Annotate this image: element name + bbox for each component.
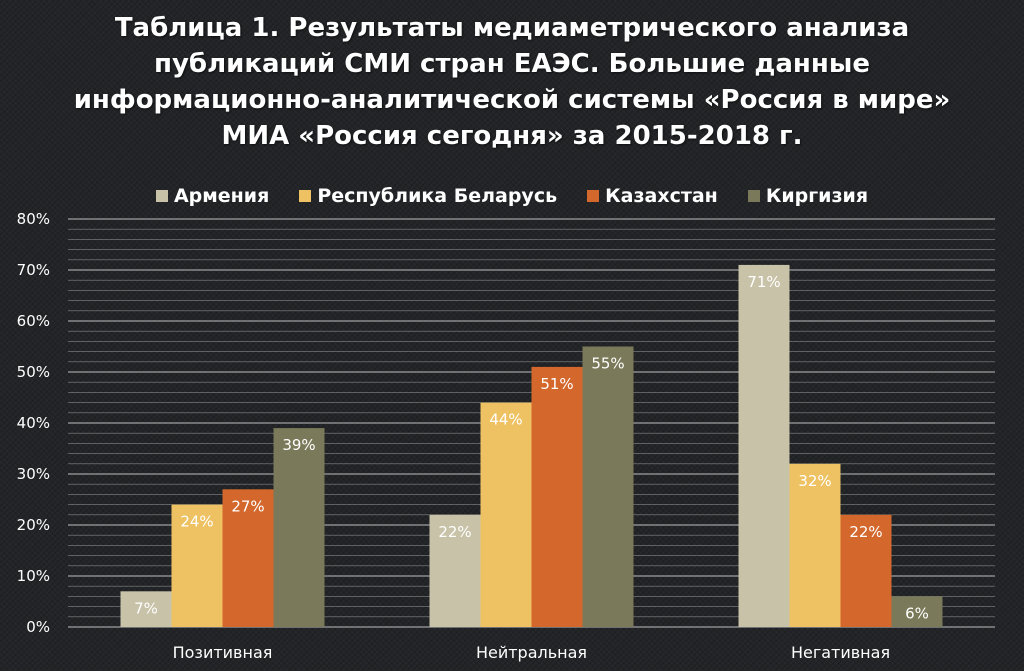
data-label: 51%: [540, 375, 573, 393]
bar: [429, 514, 481, 627]
bar: [738, 264, 790, 627]
y-tick-label: 40%: [17, 414, 50, 432]
y-tick-label: 0%: [26, 618, 50, 636]
bar: [480, 402, 532, 627]
legend-swatch-armenia: [155, 190, 168, 202]
legend-item-kazakhstan: Казахстан: [587, 185, 718, 207]
x-tick-label: Позитивная: [173, 643, 273, 662]
data-label: 7%: [134, 599, 158, 617]
data-label: 24%: [180, 513, 213, 531]
y-tick-label: 30%: [17, 465, 50, 483]
data-label: 22%: [438, 523, 471, 541]
data-label: 32%: [798, 472, 831, 490]
legend-swatch-belarus: [299, 190, 312, 202]
legend-label-kazakhstan: Казахстан: [605, 185, 718, 207]
x-tick-label: Негативная: [791, 643, 890, 662]
bar: [222, 489, 274, 627]
data-label: 22%: [849, 523, 882, 541]
legend-swatch-kyrgyzstan: [747, 190, 760, 202]
y-tick-label: 80%: [17, 210, 50, 228]
y-tick-label: 20%: [17, 516, 50, 534]
bar: [840, 514, 892, 627]
bar: [531, 366, 583, 627]
bar: [582, 346, 634, 627]
legend-swatch-kazakhstan: [587, 190, 600, 202]
data-label: 39%: [282, 436, 315, 454]
y-tick-label: 70%: [17, 261, 50, 279]
y-tick-label: 10%: [17, 567, 50, 585]
legend-label-kyrgyzstan: Киргизия: [765, 185, 869, 207]
data-label: 44%: [489, 411, 522, 429]
legend-label-armenia: Армения: [173, 185, 270, 207]
chart-title: Таблица 1. Результаты медиаметрического …: [73, 13, 951, 151]
legend-item-armenia: Армения: [155, 185, 270, 207]
bar: [120, 591, 172, 627]
y-tick-label: 60%: [17, 312, 50, 330]
bar: [273, 428, 325, 627]
legend-item-kyrgyzstan: Киргизия: [747, 185, 869, 207]
y-tick-label: 50%: [17, 363, 50, 381]
x-tick-label: Нейтральная: [476, 643, 587, 662]
data-label: 71%: [747, 273, 780, 291]
bar: [171, 504, 223, 627]
legend-item-belarus: Республика Беларусь: [299, 185, 557, 207]
bar: [891, 596, 943, 627]
legend-label-belarus: Республика Беларусь: [317, 185, 558, 207]
data-label: 55%: [591, 355, 624, 373]
legend: Армения Республика Беларусь Казахстан Ки…: [0, 185, 1024, 207]
data-label: 27%: [231, 497, 264, 515]
data-label: 6%: [905, 604, 929, 622]
bar: [789, 463, 841, 627]
